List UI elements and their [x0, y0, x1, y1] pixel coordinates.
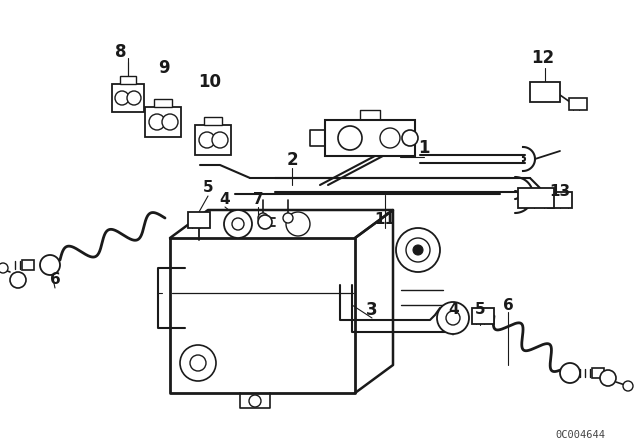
Circle shape: [413, 245, 423, 255]
Circle shape: [258, 213, 268, 223]
Circle shape: [0, 263, 8, 273]
Circle shape: [162, 114, 178, 130]
Text: 13: 13: [549, 185, 571, 199]
Circle shape: [446, 311, 460, 325]
FancyBboxPatch shape: [145, 107, 181, 137]
FancyBboxPatch shape: [154, 99, 172, 107]
Text: 4: 4: [220, 193, 230, 207]
FancyBboxPatch shape: [120, 76, 136, 84]
FancyBboxPatch shape: [188, 212, 210, 228]
Circle shape: [149, 114, 165, 130]
Circle shape: [190, 355, 206, 371]
Text: 10: 10: [198, 73, 221, 91]
Circle shape: [115, 91, 129, 105]
FancyBboxPatch shape: [472, 308, 494, 324]
Circle shape: [258, 215, 272, 229]
FancyBboxPatch shape: [530, 82, 560, 102]
FancyBboxPatch shape: [548, 192, 572, 208]
Circle shape: [623, 381, 633, 391]
Text: 9: 9: [158, 59, 170, 77]
FancyBboxPatch shape: [22, 260, 34, 270]
Circle shape: [10, 272, 26, 288]
Circle shape: [406, 238, 430, 262]
Circle shape: [180, 345, 216, 381]
Text: 6: 6: [50, 272, 60, 288]
Circle shape: [437, 302, 469, 334]
Circle shape: [232, 218, 244, 230]
Circle shape: [286, 212, 310, 236]
Text: 4: 4: [449, 302, 460, 318]
Text: 8: 8: [115, 43, 127, 61]
Circle shape: [338, 126, 362, 150]
FancyBboxPatch shape: [518, 188, 554, 208]
Circle shape: [199, 132, 215, 148]
Text: 6: 6: [502, 297, 513, 313]
Circle shape: [283, 213, 293, 223]
Text: 5: 5: [203, 181, 213, 195]
Text: 11: 11: [374, 212, 396, 228]
Circle shape: [40, 255, 60, 275]
Text: 3: 3: [366, 301, 378, 319]
Circle shape: [560, 363, 580, 383]
Text: 7: 7: [253, 193, 263, 207]
Text: 1: 1: [419, 139, 429, 157]
Circle shape: [127, 91, 141, 105]
Circle shape: [212, 132, 228, 148]
Text: 12: 12: [531, 49, 555, 67]
FancyBboxPatch shape: [569, 98, 587, 110]
Text: 0C004644: 0C004644: [555, 430, 605, 440]
FancyBboxPatch shape: [112, 84, 144, 112]
Circle shape: [224, 210, 252, 238]
Circle shape: [249, 395, 261, 407]
Circle shape: [380, 128, 400, 148]
FancyBboxPatch shape: [325, 120, 415, 156]
Circle shape: [396, 228, 440, 272]
FancyBboxPatch shape: [204, 117, 222, 125]
Circle shape: [600, 370, 616, 386]
Text: 2: 2: [286, 151, 298, 169]
FancyBboxPatch shape: [195, 125, 231, 155]
FancyBboxPatch shape: [592, 368, 604, 378]
Text: 5: 5: [475, 302, 485, 318]
Circle shape: [402, 130, 418, 146]
